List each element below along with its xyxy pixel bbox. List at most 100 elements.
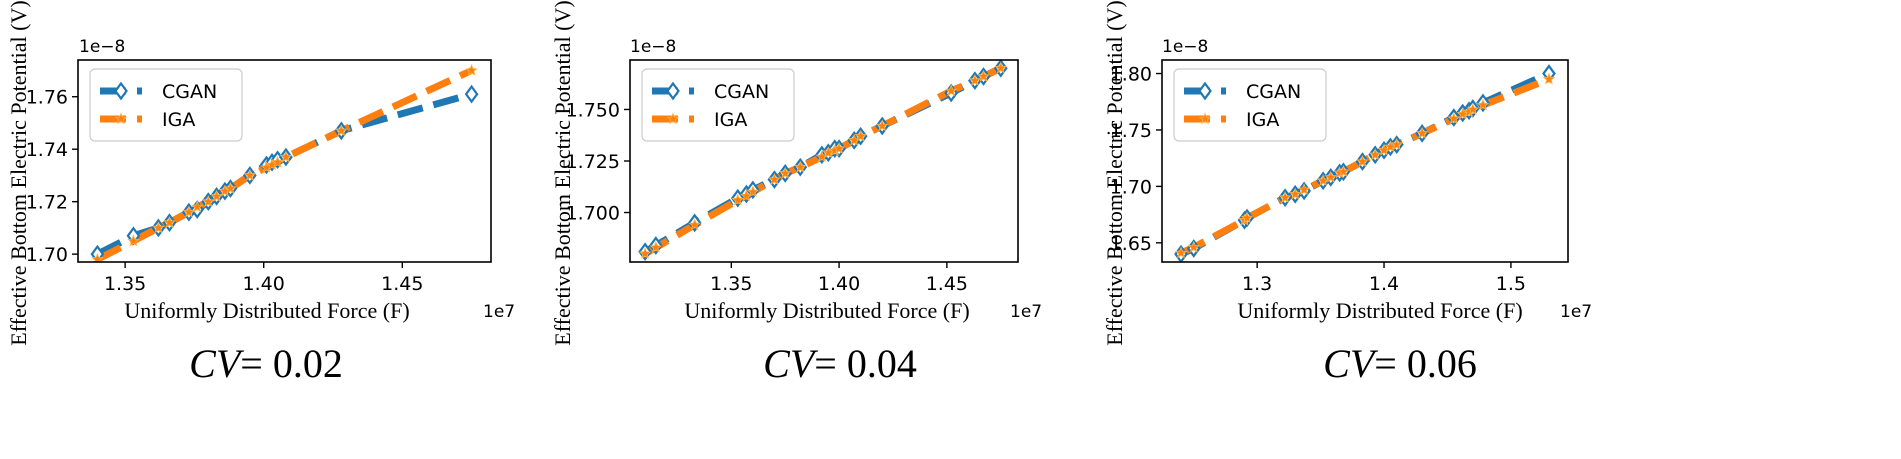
data-point-iga (224, 181, 237, 194)
x-tick-label: 1.45 (926, 273, 968, 295)
data-point-iga (1174, 246, 1188, 259)
caption-variable: CV (189, 341, 245, 386)
data-point-iga (778, 166, 792, 179)
data-point-iga (163, 215, 176, 228)
data-point-iga (243, 168, 257, 181)
data-point-iga (944, 84, 958, 97)
caption-variable: CV (1323, 341, 1379, 386)
chart-panel-3: 1.3 1.4 1.5 1.65 1.70 1.75 1.80 1e−8 1e7 Uniforml… (1102, 0, 1592, 386)
y-tick-label: 1.700 (566, 203, 620, 225)
legend-marker-diamond-icon (666, 81, 680, 101)
data-point-iga (1542, 72, 1556, 85)
data-point-iga (1356, 155, 1369, 167)
y-axis-label: Effective Bottom Electric Potential (V) (1102, 0, 1127, 345)
caption-value: = 0.04 (814, 341, 917, 386)
caption-value: = 0.06 (1374, 341, 1477, 386)
y-tick-label: 1.75 (1110, 120, 1152, 142)
data-point-iga (977, 69, 990, 82)
data-point-iga (1337, 165, 1350, 178)
y-offset-label: 1e−8 (1162, 37, 1208, 57)
data-point-iga (649, 241, 663, 253)
data-point-iga (1288, 187, 1302, 200)
y-tick-label: 1.76 (26, 87, 68, 109)
data-point-iga (1390, 137, 1403, 150)
y-tick-label: 1.72 (26, 192, 68, 214)
data-point-iga (968, 73, 982, 86)
x-axis-label: Uniformly Distributed Force (F) (684, 298, 969, 323)
legend: CGAN IGA (89, 68, 243, 142)
data-point-iga (201, 195, 215, 207)
axes-frame (1161, 59, 1569, 263)
y-offset-label: 1e−8 (79, 37, 125, 57)
legend-label-iga: IGA (714, 109, 747, 131)
data-point-iga (190, 200, 204, 213)
x-tick-label: 1.5 (1496, 273, 1526, 295)
data-point-iga (335, 124, 348, 137)
legend: CGAN IGA (1173, 68, 1327, 142)
data-point-iga (1324, 170, 1338, 183)
y-tick-label: 1.70 (1110, 176, 1152, 198)
x-tick-label: 1.4 (1369, 273, 1399, 295)
plot-area (638, 60, 1008, 262)
chart-panel-2: 1.35 1.40 1.45 1.700 1.725 1.750 1e−8 1e7 Unifor… (550, 0, 1042, 386)
legend-box (641, 68, 795, 142)
panel-caption: CV= 0.02 (189, 341, 343, 386)
y-axis-label: Effective Bottom Electric Potential (V) (6, 0, 31, 345)
y-axis-label: Effective Bottom Electric Potential (V) (550, 0, 575, 345)
legend-box (89, 68, 243, 142)
data-point-iga (1316, 174, 1330, 187)
legend-marker-star-icon (666, 112, 680, 125)
data-point-iga (832, 141, 846, 154)
data-point-iga (1297, 183, 1311, 196)
legend-label-cgan: CGAN (162, 81, 217, 103)
axes-frame (77, 59, 492, 263)
data-point-iga (210, 189, 223, 202)
panel-caption: CV= 0.04 (763, 341, 917, 386)
data-point-iga (1476, 98, 1490, 111)
x-tick-label: 1.45 (381, 273, 423, 295)
x-offset-label: 1e7 (483, 302, 515, 322)
data-point-iga (152, 221, 165, 234)
x-tick-label: 1.40 (243, 273, 285, 295)
x-axis-label: Uniformly Distributed Force (F) (124, 298, 409, 323)
plot-area (1174, 64, 1556, 262)
chart-panel-1: 1.35 1.40 1.45 1.70 1.72 1.74 1.76 1e−8 1e7 Unifo… (6, 0, 515, 386)
data-point-iga (127, 234, 140, 247)
panel-caption: CV= 0.06 (1323, 341, 1477, 386)
x-tick-label: 1.35 (710, 273, 752, 295)
data-point-iga (1368, 148, 1382, 161)
data-point-iga (1278, 191, 1292, 203)
y-tick-label: 1.70 (26, 244, 68, 266)
legend-marker-diamond-icon (1198, 81, 1212, 101)
data-point-iga (1415, 126, 1429, 139)
data-point-iga (1240, 211, 1254, 224)
data-point-iga (768, 173, 781, 185)
data-point-iga (875, 119, 889, 132)
legend-label-cgan: CGAN (1246, 81, 1301, 103)
data-point-iga (465, 63, 478, 76)
plot-area (90, 63, 479, 262)
y-tick-label: 1.750 (566, 99, 620, 121)
data-point-iga (1466, 103, 1480, 115)
x-tick-label: 1.40 (818, 273, 860, 295)
data-point-iga (994, 61, 1008, 74)
y-tick-label: 1.725 (566, 151, 620, 173)
data-point-iga (182, 205, 196, 218)
y-tick-label: 1.80 (1110, 64, 1152, 86)
legend-marker-star-icon (1198, 112, 1212, 125)
legend: CGAN IGA (641, 68, 795, 142)
legend-label-cgan: CGAN (714, 81, 769, 103)
x-tick-label: 1.35 (104, 273, 146, 295)
data-point-iga (638, 247, 652, 260)
legend-marker-star-icon (114, 112, 128, 125)
legend-marker-diamond-icon (114, 81, 128, 101)
data-point-iga (279, 150, 293, 163)
caption-value: = 0.02 (240, 341, 343, 386)
data-point-iga (854, 129, 867, 142)
legend-box (1173, 68, 1327, 142)
data-point-cgan (464, 84, 479, 104)
caption-variable: CV (763, 341, 819, 386)
y-offset-label: 1e−8 (630, 37, 676, 57)
legend-label-iga: IGA (162, 109, 195, 131)
